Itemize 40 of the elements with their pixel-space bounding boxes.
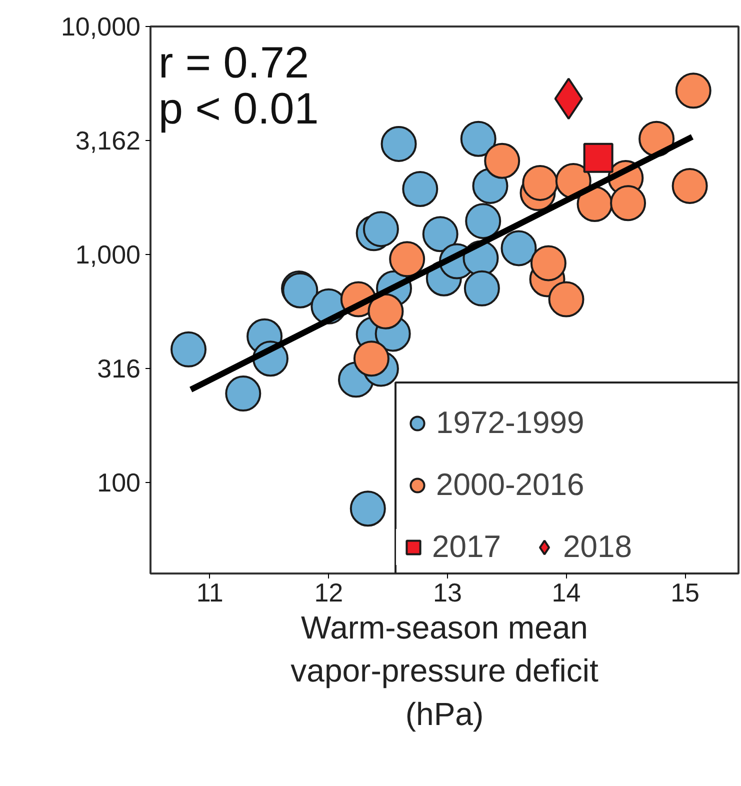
point (500, 230, 537, 266)
y-tick-label: 1,000 (75, 240, 141, 270)
x-tick-label: 12 (314, 578, 344, 608)
legend-label: 2000-2016 (436, 467, 584, 503)
annotation: r = 0.72 (158, 38, 309, 88)
x-tick-label: 11 (196, 578, 224, 608)
point (225, 376, 262, 412)
point (548, 281, 584, 318)
point (522, 165, 558, 201)
point (460, 120, 496, 157)
point (422, 216, 458, 252)
point (389, 241, 426, 278)
point (465, 203, 502, 240)
y-tick-label: 100 (97, 468, 141, 498)
point (484, 142, 520, 179)
y-tick-label: 3,162 (75, 126, 141, 156)
point (530, 245, 566, 282)
legend-label: 1972-1999 (436, 405, 584, 441)
x-axis-title: Warm-season mean vapor-pressure deficit (hPa) (290, 610, 598, 732)
legend-label: 2017 (432, 529, 501, 565)
point (402, 170, 438, 207)
y-tick-label: 10,000 (60, 12, 141, 42)
point (380, 126, 417, 162)
annotation: p < 0.01 (158, 84, 319, 134)
x-tick-label: 13 (433, 578, 462, 608)
point (362, 211, 399, 248)
point (353, 340, 390, 377)
x-tick-label: 15 (670, 578, 700, 608)
legend-label: 2018 (562, 529, 632, 565)
point (368, 293, 404, 330)
point (170, 331, 207, 368)
point (350, 490, 386, 527)
point (610, 185, 646, 222)
point (675, 72, 712, 109)
point (583, 142, 614, 173)
point (672, 168, 708, 204)
x-tick-label: 14 (552, 578, 581, 608)
point (576, 186, 613, 222)
y-tick-label: 316 (97, 354, 141, 384)
point (464, 270, 500, 306)
